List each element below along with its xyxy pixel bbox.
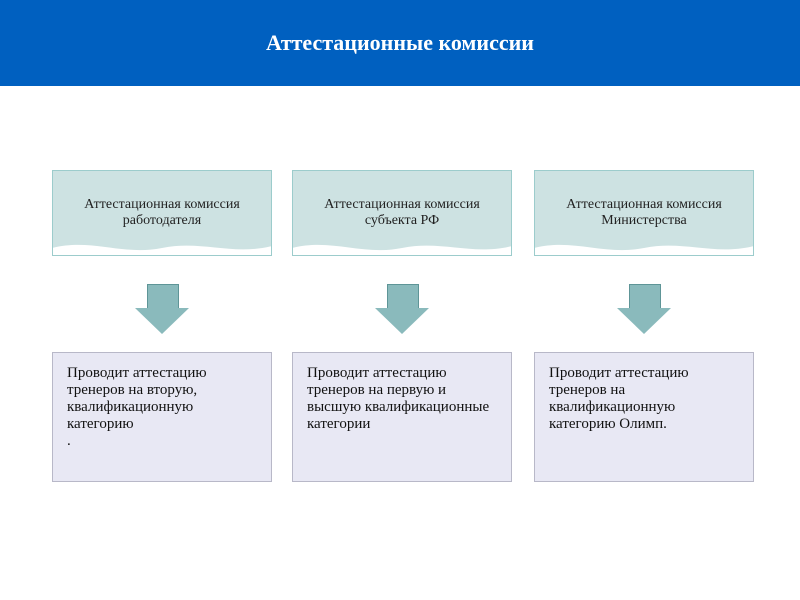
description-text: Проводит аттестацию тренеров на вторую, … bbox=[67, 365, 207, 449]
commission-label: Аттестационная комиссия субъекта РФ bbox=[303, 197, 501, 229]
description-box: Проводит аттестацию тренеров на вторую, … bbox=[52, 352, 272, 482]
commission-box: Аттестационная комиссия субъекта РФ bbox=[292, 170, 512, 256]
arrow-down-icon bbox=[375, 284, 429, 338]
commission-label: Аттестационная комиссия работодателя bbox=[63, 197, 261, 229]
page-title: Аттестационные комиссии bbox=[266, 30, 534, 56]
description-text: Проводит аттестацию тренеров на квалифик… bbox=[549, 365, 689, 432]
wave-decoration bbox=[52, 238, 272, 256]
arrow-down-icon bbox=[135, 284, 189, 338]
header-bar: Аттестационные комиссии bbox=[0, 0, 800, 86]
commission-box: Аттестационная комиссия работодателя bbox=[52, 170, 272, 256]
arrow-down-icon bbox=[617, 284, 671, 338]
wave-decoration bbox=[534, 238, 754, 256]
header: Аттестационные комиссии bbox=[0, 0, 800, 86]
commission-label: Аттестационная комиссия Министерства bbox=[545, 197, 743, 229]
description-text: Проводит аттестацию тренеров на первую и… bbox=[307, 365, 489, 432]
commission-box: Аттестационная комиссия Министерства bbox=[534, 170, 754, 256]
description-box: Проводит аттестацию тренеров на квалифик… bbox=[534, 352, 754, 482]
description-box: Проводит аттестацию тренеров на первую и… bbox=[292, 352, 512, 482]
column-1: Аттестационная комиссия субъекта РФ Прово… bbox=[292, 170, 512, 482]
column-2: Аттестационная комиссия Министерства Про… bbox=[534, 170, 754, 482]
column-0: Аттестационная комиссия работодателя Пров… bbox=[52, 170, 272, 482]
wave-decoration bbox=[292, 238, 512, 256]
